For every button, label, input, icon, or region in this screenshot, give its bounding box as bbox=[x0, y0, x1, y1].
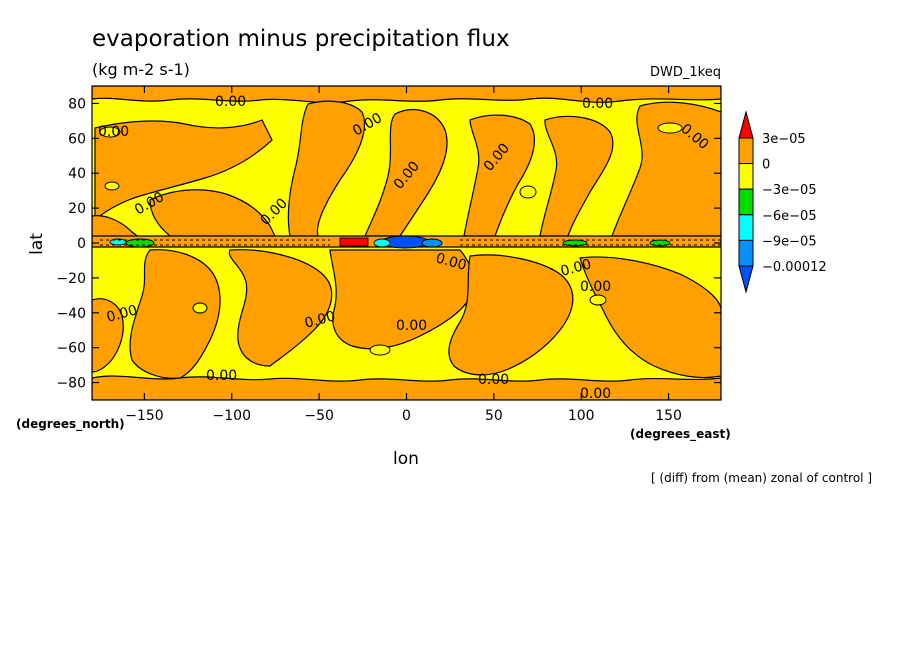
island-7 bbox=[192, 302, 208, 314]
region-nh-band-4 bbox=[364, 109, 448, 237]
island-6 bbox=[589, 294, 607, 306]
region-nh-band-6 bbox=[539, 115, 614, 237]
region-nh-band-7 bbox=[611, 101, 721, 237]
island-5 bbox=[369, 344, 391, 356]
x-tick-label: 50 bbox=[485, 408, 503, 424]
colorbar-label: 0 bbox=[762, 158, 770, 173]
x-tick-label: 150 bbox=[655, 408, 682, 424]
contour-label: 0.00 bbox=[396, 318, 427, 334]
island-2 bbox=[104, 181, 120, 191]
anomaly-dashes bbox=[100, 239, 721, 246]
colorbar-top-arrow bbox=[738, 110, 754, 139]
y-tick-label: −80 bbox=[56, 376, 86, 392]
y-tick-label: −60 bbox=[56, 341, 86, 357]
y-tick-label: −40 bbox=[56, 306, 86, 322]
x-axis-label: lon bbox=[393, 449, 419, 469]
region-sh-band-2 bbox=[228, 249, 333, 367]
y-tick-label: 0 bbox=[77, 236, 86, 252]
y-axis-label: lat bbox=[27, 233, 47, 255]
x-tick-label: −100 bbox=[213, 408, 251, 424]
small-contours bbox=[99, 122, 683, 356]
contour-label: 0.00 bbox=[105, 302, 139, 326]
colorbar-label: 3e−05 bbox=[762, 132, 806, 147]
x-axis: −150 −100 −50 0 50 100 150 bbox=[125, 86, 682, 424]
contour-label: 0.00 bbox=[582, 96, 613, 112]
anomaly-strong-positive bbox=[339, 237, 369, 247]
contour-label: 0.00 bbox=[580, 279, 611, 295]
island-4 bbox=[519, 185, 537, 199]
contour-label: 0.00 bbox=[559, 256, 593, 280]
footnote: [ (diff) from (mean) zonal of control ] bbox=[651, 471, 872, 485]
colorbar-label: −0.00012 bbox=[762, 260, 827, 275]
colorbar-swatch bbox=[738, 137, 754, 165]
contour-label: 0.00 bbox=[434, 250, 468, 274]
region-sh-west-edge bbox=[92, 298, 124, 373]
y-tick-label: −20 bbox=[56, 271, 86, 287]
region-sh-band-5 bbox=[579, 256, 721, 379]
contour-label: 0.00 bbox=[478, 372, 509, 388]
x-tick-label: −50 bbox=[304, 408, 334, 424]
region-nh-band-3 bbox=[287, 100, 366, 237]
colorbar-bottom-arrow bbox=[738, 265, 754, 294]
y-tick-label: 20 bbox=[68, 201, 86, 217]
x-tick-label: 100 bbox=[568, 408, 595, 424]
colorbar-label: −9e−05 bbox=[762, 234, 817, 249]
equatorial-anomalies bbox=[100, 235, 721, 249]
contour-label: 0.00 bbox=[215, 94, 246, 110]
anomaly-negative-3 bbox=[421, 238, 443, 248]
colorbar-label: −3e−05 bbox=[762, 183, 817, 198]
y-tick-label: 80 bbox=[68, 96, 86, 112]
colorbar-swatch bbox=[738, 163, 754, 190]
y-tick-label: 40 bbox=[68, 166, 86, 182]
contour-label: 0.00 bbox=[206, 368, 237, 384]
positive-regions bbox=[92, 86, 721, 400]
colorbar-swatch bbox=[738, 214, 754, 241]
island-3 bbox=[657, 122, 683, 134]
region-nh-band-5 bbox=[463, 114, 536, 237]
chart-units: (kg m-2 s-1) bbox=[92, 60, 190, 79]
y-tick-label: 60 bbox=[68, 131, 86, 147]
plot-area: 0.00 0.00 0.00 0.00 0.00 0.00 0.00 0.00 … bbox=[92, 86, 721, 402]
y-units-label: (degrees_north) bbox=[16, 417, 125, 432]
y-axis: 80 60 40 20 0 −20 −40 −60 −80 bbox=[56, 96, 721, 392]
model-label: DWD_1keq bbox=[650, 65, 721, 80]
colorbar-label: −6e−05 bbox=[762, 209, 817, 224]
region-nh-band-1 bbox=[94, 119, 273, 222]
contour-label: 0.00 bbox=[98, 124, 129, 140]
x-units-label: (degrees_east) bbox=[630, 427, 731, 442]
colorbar-swatch bbox=[738, 188, 754, 216]
x-tick-label: −150 bbox=[125, 408, 163, 424]
x-tick-label: 0 bbox=[402, 408, 411, 424]
colorbar-swatch bbox=[738, 239, 754, 267]
region-north-polar bbox=[92, 86, 721, 104]
chart-title: evaporation minus precipitation flux bbox=[92, 26, 510, 52]
region-nh-west-blob bbox=[92, 215, 142, 239]
island-1 bbox=[99, 126, 121, 138]
contour-label: 0.00 bbox=[303, 308, 337, 332]
colorbar: 3e−05 0 −3e−05 −6e−05 −9e−05 −0.00012 bbox=[738, 110, 827, 294]
region-south-polar bbox=[92, 375, 721, 400]
contour-label: 0.00 bbox=[580, 386, 611, 402]
region-sh-band-4 bbox=[448, 254, 574, 376]
anomaly-negative-2a bbox=[373, 238, 391, 248]
